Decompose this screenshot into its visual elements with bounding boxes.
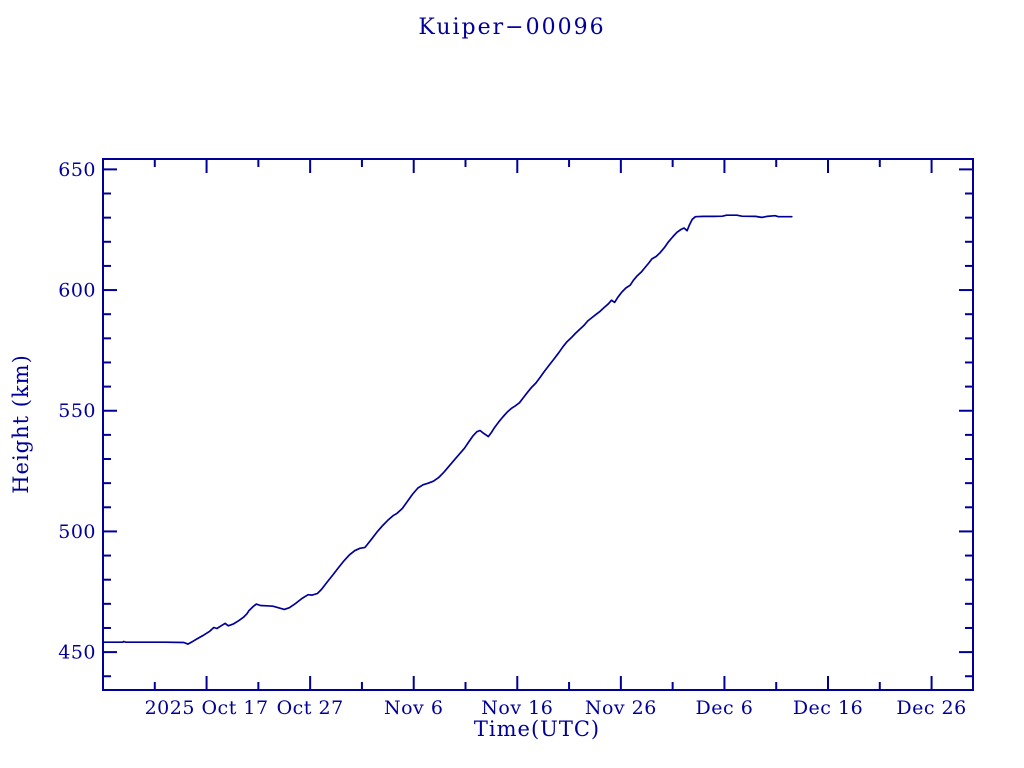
- svg-text:Oct 27: Oct 27: [277, 697, 344, 719]
- chart-title: Kuiper−00096: [418, 15, 606, 40]
- x-axis-label: Time(UTC): [473, 717, 601, 741]
- svg-text:Nov 6: Nov 6: [384, 697, 443, 719]
- svg-text:600: 600: [58, 280, 96, 302]
- svg-text:Dec 16: Dec 16: [793, 697, 863, 719]
- svg-text:Dec 6: Dec 6: [696, 697, 754, 719]
- svg-text:Nov 16: Nov 16: [481, 697, 553, 719]
- svg-text:2025 Oct 17: 2025 Oct 17: [145, 697, 269, 719]
- svg-text:Nov 26: Nov 26: [585, 697, 657, 719]
- svg-text:650: 650: [58, 159, 96, 181]
- svg-text:Dec 26: Dec 26: [896, 697, 966, 719]
- svg-text:500: 500: [58, 521, 96, 543]
- svg-text:450: 450: [58, 642, 96, 664]
- svg-text:550: 550: [58, 400, 96, 422]
